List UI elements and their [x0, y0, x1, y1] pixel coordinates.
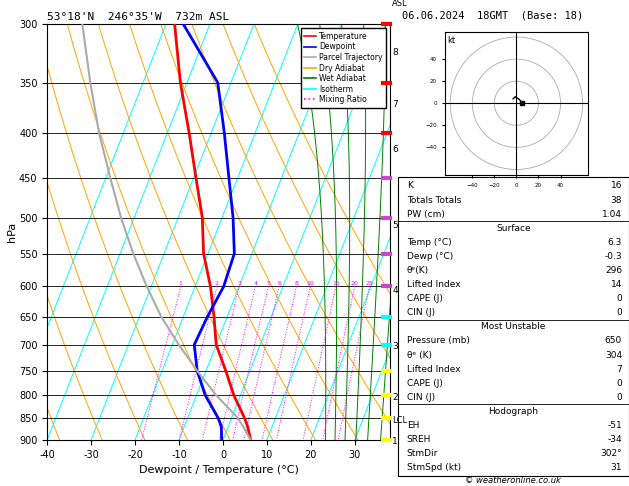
Text: Hodograph: Hodograph [488, 407, 538, 416]
Text: 5: 5 [267, 281, 270, 286]
Text: 16: 16 [611, 181, 622, 191]
Text: 25: 25 [365, 281, 374, 286]
Text: CIN (J): CIN (J) [407, 308, 435, 317]
Text: Dewp (°C): Dewp (°C) [407, 252, 453, 261]
Text: 2: 2 [215, 281, 219, 286]
Text: θᵉ (K): θᵉ (K) [407, 350, 431, 360]
Text: 14: 14 [611, 280, 622, 289]
Text: Most Unstable: Most Unstable [481, 322, 545, 331]
Text: StmDir: StmDir [407, 449, 438, 458]
Text: 0: 0 [616, 308, 622, 317]
Text: kt: kt [448, 36, 456, 45]
Text: 3: 3 [392, 342, 398, 351]
Text: 7: 7 [392, 100, 398, 109]
Text: 10: 10 [306, 281, 314, 286]
Text: 20: 20 [351, 281, 359, 286]
Text: CAPE (J): CAPE (J) [407, 379, 443, 388]
Text: 2: 2 [392, 393, 398, 402]
Text: Temp (°C): Temp (°C) [407, 238, 452, 247]
Text: -51: -51 [608, 421, 622, 430]
Text: 7: 7 [616, 364, 622, 374]
Text: 304: 304 [605, 350, 622, 360]
Text: Lifted Index: Lifted Index [407, 280, 460, 289]
Text: km
ASL: km ASL [392, 0, 408, 8]
Text: Pressure (mb): Pressure (mb) [407, 336, 470, 346]
Text: 0: 0 [616, 393, 622, 402]
Text: 1: 1 [179, 281, 182, 286]
Text: Totals Totals: Totals Totals [407, 195, 461, 205]
Text: PW (cm): PW (cm) [407, 209, 445, 219]
Text: © weatheronline.co.uk: © weatheronline.co.uk [465, 476, 561, 485]
Text: 1.04: 1.04 [602, 209, 622, 219]
Text: EH: EH [407, 421, 419, 430]
Text: 6: 6 [392, 145, 398, 154]
Text: 6: 6 [277, 281, 281, 286]
Y-axis label: hPa: hPa [8, 222, 18, 242]
Text: CAPE (J): CAPE (J) [407, 294, 443, 303]
Text: 4: 4 [253, 281, 257, 286]
Text: SREH: SREH [407, 435, 431, 444]
Text: 8: 8 [294, 281, 298, 286]
Text: CIN (J): CIN (J) [407, 393, 435, 402]
Text: K: K [407, 181, 413, 191]
Text: 15: 15 [332, 281, 340, 286]
Text: 5: 5 [392, 221, 398, 230]
Text: 302°: 302° [601, 449, 622, 458]
Text: 650: 650 [605, 336, 622, 346]
Text: θᵉ(K): θᵉ(K) [407, 266, 429, 275]
Text: 8: 8 [392, 48, 398, 57]
Text: 53°18'N  246°35'W  732m ASL: 53°18'N 246°35'W 732m ASL [47, 12, 230, 22]
Text: -0.3: -0.3 [604, 252, 622, 261]
X-axis label: Dewpoint / Temperature (°C): Dewpoint / Temperature (°C) [138, 465, 299, 475]
Text: LCL: LCL [392, 416, 408, 425]
Text: 0: 0 [616, 379, 622, 388]
Text: 6.3: 6.3 [608, 238, 622, 247]
Text: 0: 0 [616, 294, 622, 303]
Text: 3: 3 [237, 281, 241, 286]
Text: 38: 38 [611, 195, 622, 205]
Text: 4: 4 [392, 286, 398, 295]
Text: -34: -34 [608, 435, 622, 444]
Text: 31: 31 [611, 463, 622, 472]
Text: StmSpd (kt): StmSpd (kt) [407, 463, 461, 472]
Text: 06.06.2024  18GMT  (Base: 18): 06.06.2024 18GMT (Base: 18) [402, 11, 584, 21]
Text: 296: 296 [605, 266, 622, 275]
Text: Surface: Surface [496, 224, 531, 233]
Text: 1: 1 [392, 437, 398, 447]
Text: Lifted Index: Lifted Index [407, 364, 460, 374]
Legend: Temperature, Dewpoint, Parcel Trajectory, Dry Adiabat, Wet Adiabat, Isotherm, Mi: Temperature, Dewpoint, Parcel Trajectory… [301, 28, 386, 108]
